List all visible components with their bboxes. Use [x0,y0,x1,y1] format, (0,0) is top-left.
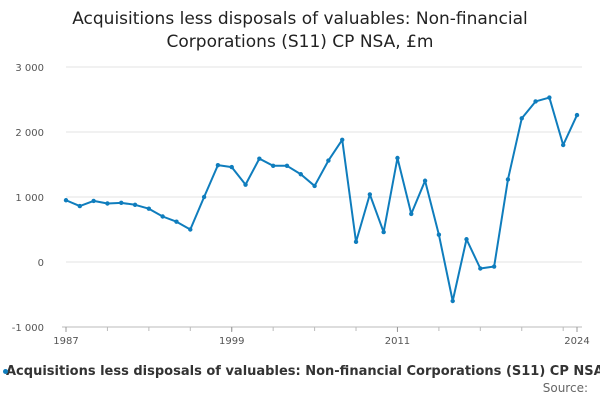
data-point[interactable] [409,211,414,217]
data-point[interactable] [146,206,152,211]
data-point[interactable] [105,201,110,206]
x-tick-label: 1987 [53,336,78,347]
data-point[interactable] [574,112,580,118]
x-tick-label: 1999 [219,336,244,347]
y-tick-label: 1 000 [15,193,44,204]
data-point[interactable] [284,163,290,168]
data-point[interactable] [132,202,138,207]
data-point[interactable] [478,266,483,271]
data-point[interactable] [491,264,497,269]
data-point[interactable] [174,219,179,224]
data-point[interactable] [298,172,303,177]
y-axis-ticks: -1 000 0 1 000 2 000 3 000 [12,63,44,334]
chart-title-line-1: Acquisitions less disposals of valuables… [72,9,528,29]
data-point[interactable] [381,229,386,235]
data-point[interactable] [326,158,331,163]
x-axis: 1987 1999 2011 2024 [53,326,590,347]
data-point[interactable] [215,162,221,168]
data-point[interactable] [63,198,69,203]
data-point[interactable] [201,194,207,200]
data-point[interactable] [188,227,193,232]
data-point[interactable] [119,200,124,206]
data-point[interactable] [367,192,373,197]
chart-title-line-2: Corporations (S11) CP NSA, £m [166,32,434,52]
data-point[interactable] [533,99,538,104]
y-tick-label: 2 000 [15,128,44,139]
legend[interactable]: Acquisitions less disposals of valuables… [0,364,600,379]
gridlines [66,66,582,263]
source-label: Source: [542,381,588,395]
data-point[interactable] [270,163,276,168]
data-point[interactable] [505,177,511,182]
x-tick-label: 2011 [385,336,410,347]
data-point[interactable] [519,116,524,121]
x-tick-label: 2024 [564,336,589,347]
data-point[interactable] [547,95,552,100]
y-tick-label: 3 000 [15,63,44,74]
data-point[interactable] [464,237,469,242]
data-point[interactable] [257,156,262,161]
y-tick-label: -1 000 [12,323,44,334]
data-point[interactable] [77,203,83,209]
data-point[interactable] [436,232,442,237]
series-group [63,95,580,304]
data-point[interactable] [450,298,455,304]
chart-title: Acquisitions less disposals of valuables… [0,8,600,54]
data-point[interactable] [395,155,400,161]
legend-label: Acquisitions less disposals of valuables… [6,364,600,379]
data-point[interactable] [353,239,359,245]
series-line [65,96,578,302]
data-point[interactable] [312,183,317,189]
data-point[interactable] [422,178,428,183]
data-point[interactable] [91,198,96,204]
data-point[interactable] [340,137,345,142]
data-point[interactable] [560,142,566,148]
data-point[interactable] [229,164,234,170]
data-point[interactable] [243,182,248,187]
data-point[interactable] [160,214,165,219]
y-tick-label: 0 [38,258,44,269]
